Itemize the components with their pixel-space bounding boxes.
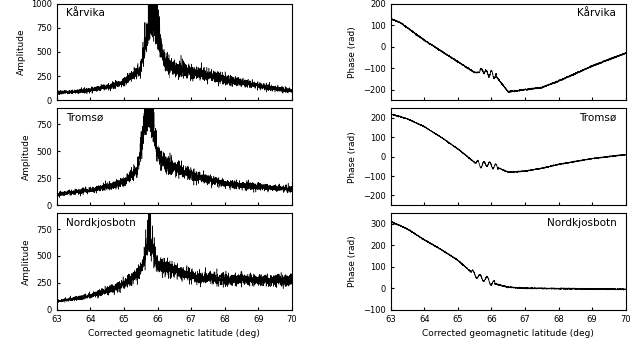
- Text: Kårvika: Kårvika: [66, 8, 105, 18]
- Y-axis label: Phase (rad): Phase (rad): [348, 131, 358, 183]
- X-axis label: Corrected geomagnetic latitude (deg): Corrected geomagnetic latitude (deg): [88, 329, 260, 338]
- Text: Nordkjosbotn: Nordkjosbotn: [547, 218, 616, 228]
- Y-axis label: Phase (rad): Phase (rad): [348, 26, 358, 78]
- Y-axis label: Phase (rad): Phase (rad): [348, 235, 358, 287]
- Y-axis label: Amplitude: Amplitude: [21, 133, 30, 180]
- Text: Kårvika: Kårvika: [578, 8, 616, 18]
- Text: Tromsø: Tromsø: [66, 113, 104, 123]
- Y-axis label: Amplitude: Amplitude: [16, 29, 25, 75]
- Text: Tromsø: Tromsø: [579, 113, 616, 123]
- Text: Nordkjosbotn: Nordkjosbotn: [66, 218, 136, 228]
- Y-axis label: Amplitude: Amplitude: [21, 238, 30, 285]
- X-axis label: Corrected geomagnetic latitude (deg): Corrected geomagnetic latitude (deg): [422, 329, 594, 338]
